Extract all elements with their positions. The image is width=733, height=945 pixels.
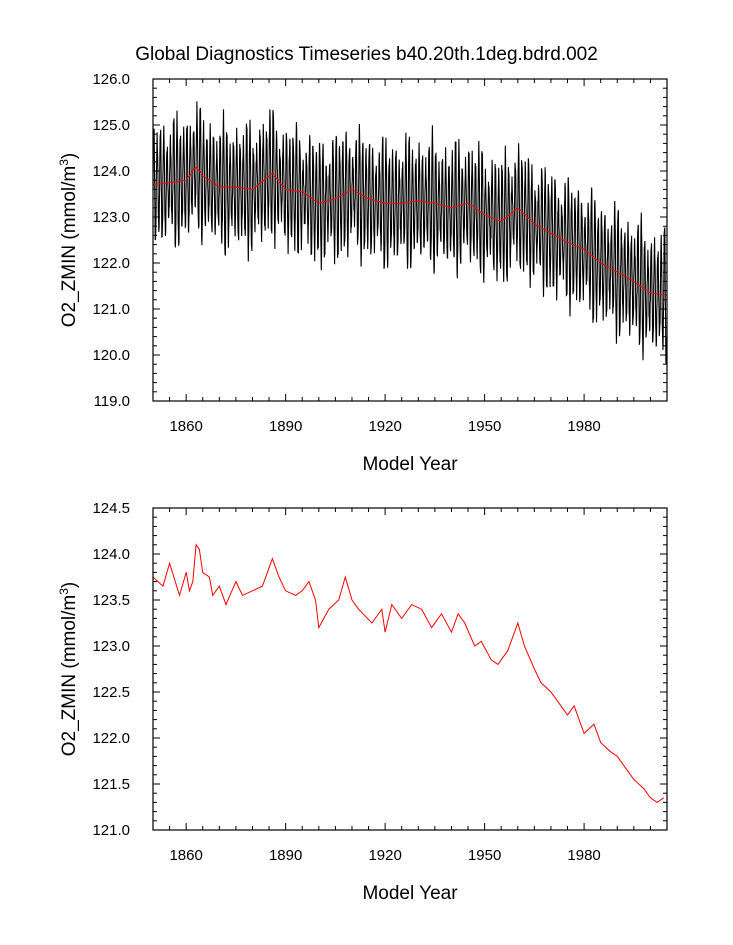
y-tick-label: 125.0 [92, 117, 130, 134]
y-tick-label: 123.0 [92, 209, 130, 226]
plot-frame [152, 507, 668, 831]
plot-area [153, 543, 664, 804]
y-tick-label: 124.5 [92, 500, 130, 517]
y-axis-title-main: O2_ZMIN (mmol/m [59, 595, 80, 757]
y-axis-title-main: O2_ZMIN (mmol/m [59, 166, 80, 328]
top-panel: 1860 1890 1920 1950 1980 119.0 120.0 121.0 122.0… [57, 71, 668, 475]
x-tick-label: 1920 [368, 847, 401, 864]
x-tick-label: 1980 [567, 847, 600, 864]
y-tick-label: 124.0 [92, 163, 130, 180]
x-tick-label: 1890 [269, 418, 302, 435]
x-tick-label: 1860 [169, 418, 202, 435]
x-tick-label: 1890 [269, 847, 302, 864]
x-tick-label: 1920 [368, 418, 401, 435]
x-tick-label: 1860 [169, 847, 202, 864]
x-tick-label: 1980 [567, 418, 600, 435]
y-tick-label: 119.0 [94, 393, 130, 410]
y-tick-label: 122.5 [92, 684, 130, 701]
y-tick-label: 121.5 [92, 776, 130, 793]
y-tick-label: 123.5 [92, 592, 130, 609]
y-axis-title-sup: 3 [57, 159, 71, 166]
y-axis-title-end: ) [59, 153, 80, 159]
chart-title: Global Diagnostics Timeseries b40.20th.1… [135, 44, 598, 65]
y-tick-label: 123.0 [92, 638, 130, 655]
y-tick-label: 126.0 [92, 71, 130, 88]
x-tick-label: 1950 [468, 418, 501, 435]
bottom-panel: 1860 1890 1920 1950 1980 121.0 121.5 122.0 122.5… [57, 500, 668, 904]
x-tick-label: 1950 [468, 847, 501, 864]
y-axis-title-sup: 3 [57, 588, 71, 595]
y-tick-label: 120.0 [92, 347, 130, 364]
y-axis-title-end: ) [59, 582, 80, 588]
y-tick-label: 121.0 [92, 822, 130, 839]
monthly-series-line [153, 101, 667, 365]
plot-frame [152, 78, 668, 402]
y-tick-label: 122.0 [92, 255, 130, 272]
plot-area [153, 101, 667, 365]
y-tick-label: 122.0 [92, 730, 130, 747]
x-axis-title: Model Year [362, 883, 458, 904]
y-tick-label: 124.0 [92, 546, 130, 563]
y-axis-title: O2_ZMIN (mmol/m3) [57, 153, 80, 328]
y-tick-label: 121.0 [92, 301, 130, 318]
x-axis-title: Model Year [362, 454, 458, 475]
annual-series-line [153, 543, 664, 804]
annual-series-line [153, 165, 667, 296]
y-axis-title: O2_ZMIN (mmol/m3) [57, 582, 80, 757]
